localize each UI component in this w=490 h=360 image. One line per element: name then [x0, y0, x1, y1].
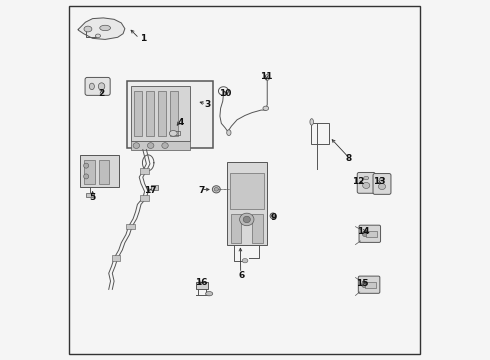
Bar	[227, 162, 267, 244]
Ellipse shape	[205, 292, 213, 296]
Ellipse shape	[263, 106, 269, 111]
Bar	[231, 214, 242, 243]
Text: 5: 5	[90, 193, 96, 202]
FancyBboxPatch shape	[373, 174, 391, 194]
Bar	[134, 91, 142, 136]
Ellipse shape	[133, 143, 140, 148]
FancyBboxPatch shape	[358, 276, 380, 293]
FancyBboxPatch shape	[359, 225, 381, 242]
Text: 6: 6	[238, 270, 245, 279]
Bar	[131, 141, 190, 150]
Ellipse shape	[84, 26, 92, 32]
Ellipse shape	[214, 188, 219, 191]
Ellipse shape	[162, 143, 168, 148]
Bar	[112, 255, 120, 261]
Ellipse shape	[363, 183, 370, 189]
Bar	[196, 282, 208, 289]
Text: 11: 11	[260, 72, 273, 81]
Ellipse shape	[240, 213, 254, 226]
Ellipse shape	[98, 83, 105, 90]
Bar	[158, 91, 166, 136]
Text: 16: 16	[195, 278, 207, 287]
Bar	[366, 231, 377, 237]
Bar	[230, 173, 264, 209]
Bar	[140, 195, 149, 201]
Text: 2: 2	[98, 89, 105, 98]
Bar	[146, 91, 154, 136]
Ellipse shape	[265, 75, 270, 80]
Ellipse shape	[310, 119, 314, 125]
Bar	[80, 155, 120, 187]
Bar	[252, 214, 263, 243]
Ellipse shape	[212, 186, 220, 193]
Ellipse shape	[84, 174, 89, 179]
Text: 1: 1	[140, 34, 146, 43]
Bar	[311, 123, 329, 144]
Bar	[84, 160, 95, 184]
Ellipse shape	[100, 25, 111, 31]
Bar	[171, 91, 178, 136]
Text: 17: 17	[144, 186, 156, 195]
Ellipse shape	[89, 83, 95, 90]
Ellipse shape	[379, 177, 385, 181]
Bar	[151, 185, 158, 190]
Text: 14: 14	[357, 228, 369, 237]
Text: 9: 9	[270, 213, 277, 222]
Ellipse shape	[147, 143, 154, 148]
Bar	[366, 282, 376, 288]
Ellipse shape	[227, 130, 231, 135]
Ellipse shape	[96, 34, 100, 38]
Text: 3: 3	[204, 100, 211, 109]
Bar	[126, 81, 213, 148]
Bar	[140, 168, 149, 174]
Text: 12: 12	[352, 177, 364, 186]
FancyBboxPatch shape	[85, 77, 110, 95]
Ellipse shape	[243, 216, 250, 223]
Text: 13: 13	[373, 177, 386, 186]
Text: 8: 8	[346, 154, 352, 163]
Text: 15: 15	[356, 279, 369, 288]
Bar	[131, 86, 190, 141]
Polygon shape	[78, 18, 125, 40]
Text: 7: 7	[199, 186, 205, 195]
Bar	[98, 160, 109, 184]
Ellipse shape	[271, 215, 274, 217]
Text: 4: 4	[177, 118, 184, 127]
Bar	[87, 193, 95, 197]
Ellipse shape	[84, 163, 89, 168]
Ellipse shape	[170, 131, 177, 136]
Ellipse shape	[242, 258, 248, 263]
Ellipse shape	[270, 213, 276, 219]
Ellipse shape	[378, 184, 386, 189]
Ellipse shape	[362, 231, 368, 237]
Ellipse shape	[364, 176, 368, 180]
Ellipse shape	[362, 282, 368, 288]
FancyBboxPatch shape	[357, 172, 375, 193]
Text: 10: 10	[219, 89, 231, 98]
Bar	[126, 224, 135, 229]
